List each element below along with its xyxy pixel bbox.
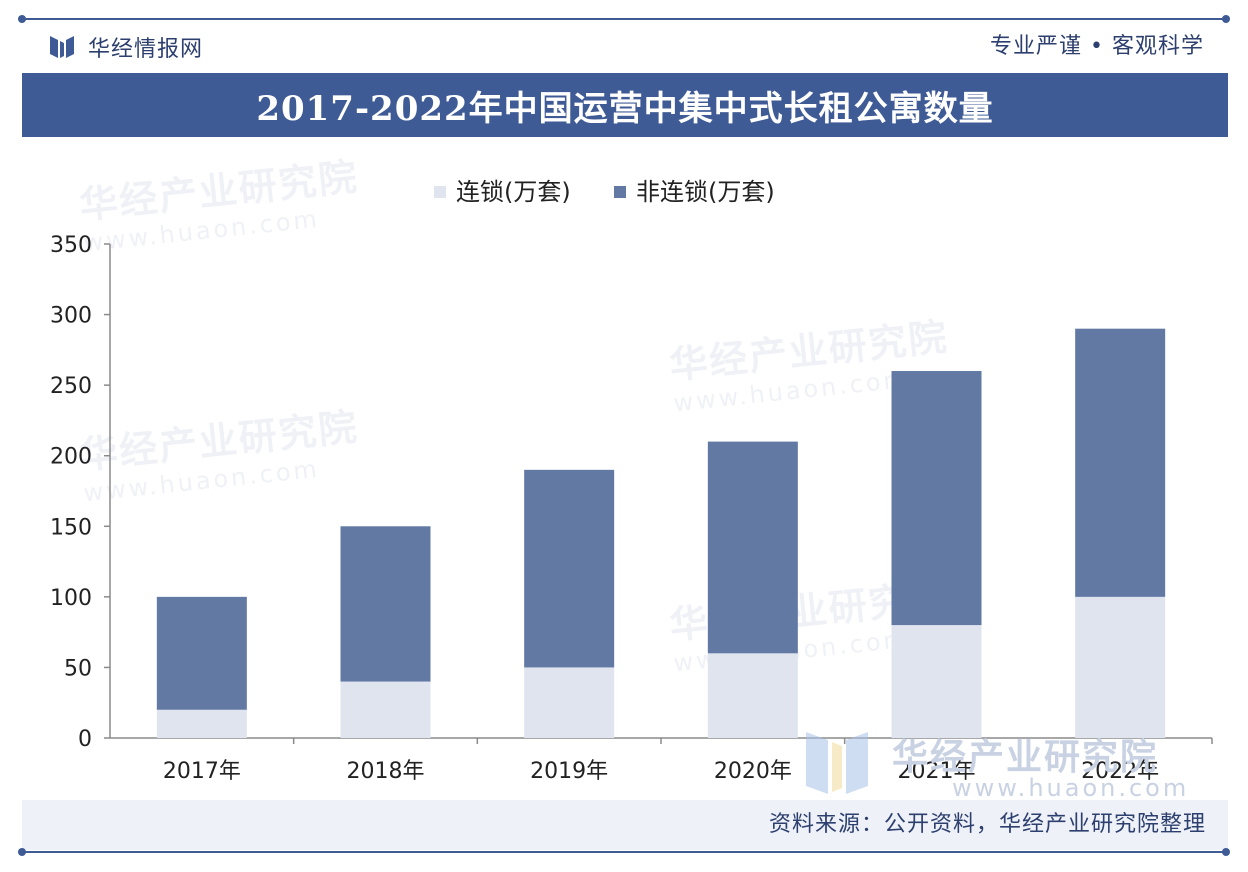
rule-dot (1222, 848, 1230, 856)
watermark-logo: 华经产业研究院 www.huaon.com (802, 728, 1186, 802)
x-tick-label: 2020年 (714, 759, 792, 784)
x-tick-label: 2022年 (1081, 759, 1159, 784)
watermark-logo-icon (806, 732, 868, 794)
legend-swatch (434, 186, 446, 198)
chart: 连锁(万套) 非连锁(万套) 0 50 100 150 200 250 300 350 2017年… (50, 178, 1213, 784)
x-tick-label: 2017年 (163, 759, 241, 784)
bottom-rule (22, 851, 1228, 853)
bar-nonchain (524, 469, 615, 668)
brand-logo-icon (50, 36, 74, 58)
brand-name: 华经情报网 (88, 37, 204, 62)
slogan: 专业严谨 • 客观科学 (990, 34, 1204, 59)
legend-label: 连锁(万套) (456, 178, 571, 206)
bar-nonchain (340, 526, 431, 682)
y-tick-label: 150 (50, 515, 92, 540)
watermark-logo-text: 华经产业研究院 (892, 737, 1159, 778)
legend-swatch (614, 186, 626, 198)
bar-nonchain (1075, 328, 1166, 597)
bar-nonchain (707, 441, 798, 654)
bar-nonchain (156, 596, 247, 710)
rule-dot (18, 848, 26, 856)
top-rule (22, 18, 1228, 20)
bars (156, 328, 1166, 738)
brand[interactable]: 华经情报网 (48, 32, 203, 62)
x-tick-label: 2018年 (347, 759, 425, 784)
bar-chain (707, 653, 798, 738)
rule-dot (18, 15, 26, 23)
y-tick-label: 50 (64, 656, 92, 681)
y-tick-label: 0 (78, 727, 92, 752)
bar-chain (891, 625, 982, 738)
legend: 连锁(万套) 非连锁(万套) (434, 178, 775, 206)
chart-title: 2017-2022年中国运营中集中式长租公寓数量 (256, 88, 994, 129)
y-tick-label: 250 (50, 374, 92, 399)
header: 华经情报网 专业严谨 • 客观科学 (22, 22, 1228, 72)
source-note: 资料来源：公开资料，华经产业研究院整理 (768, 812, 1206, 837)
bar-chain (340, 681, 431, 738)
bar-chain (1075, 596, 1166, 738)
bar-chain (524, 667, 615, 738)
y-tick-label: 300 (50, 304, 92, 329)
y-tick-label: 350 (50, 233, 92, 258)
x-tick-label: 2019年 (530, 759, 608, 784)
bar-nonchain (891, 371, 982, 626)
title-bar: 2017-2022年中国运营中集中式长租公寓数量 (22, 73, 1228, 137)
footer: 资料来源：公开资料，华经产业研究院整理 (22, 800, 1228, 850)
watermark-logo-url: www.huaon.com (952, 774, 1190, 802)
y-tick-label: 200 (50, 445, 92, 470)
rule-dot (1222, 15, 1230, 23)
bar-chain (156, 709, 247, 738)
legend-label: 非连锁(万套) (636, 178, 775, 206)
y-tick-label: 100 (50, 586, 92, 611)
axes: 0 50 100 150 200 250 300 350 2017年 2018年 2019年 2020… (50, 233, 1213, 784)
x-tick-label: 2021年 (898, 759, 976, 784)
